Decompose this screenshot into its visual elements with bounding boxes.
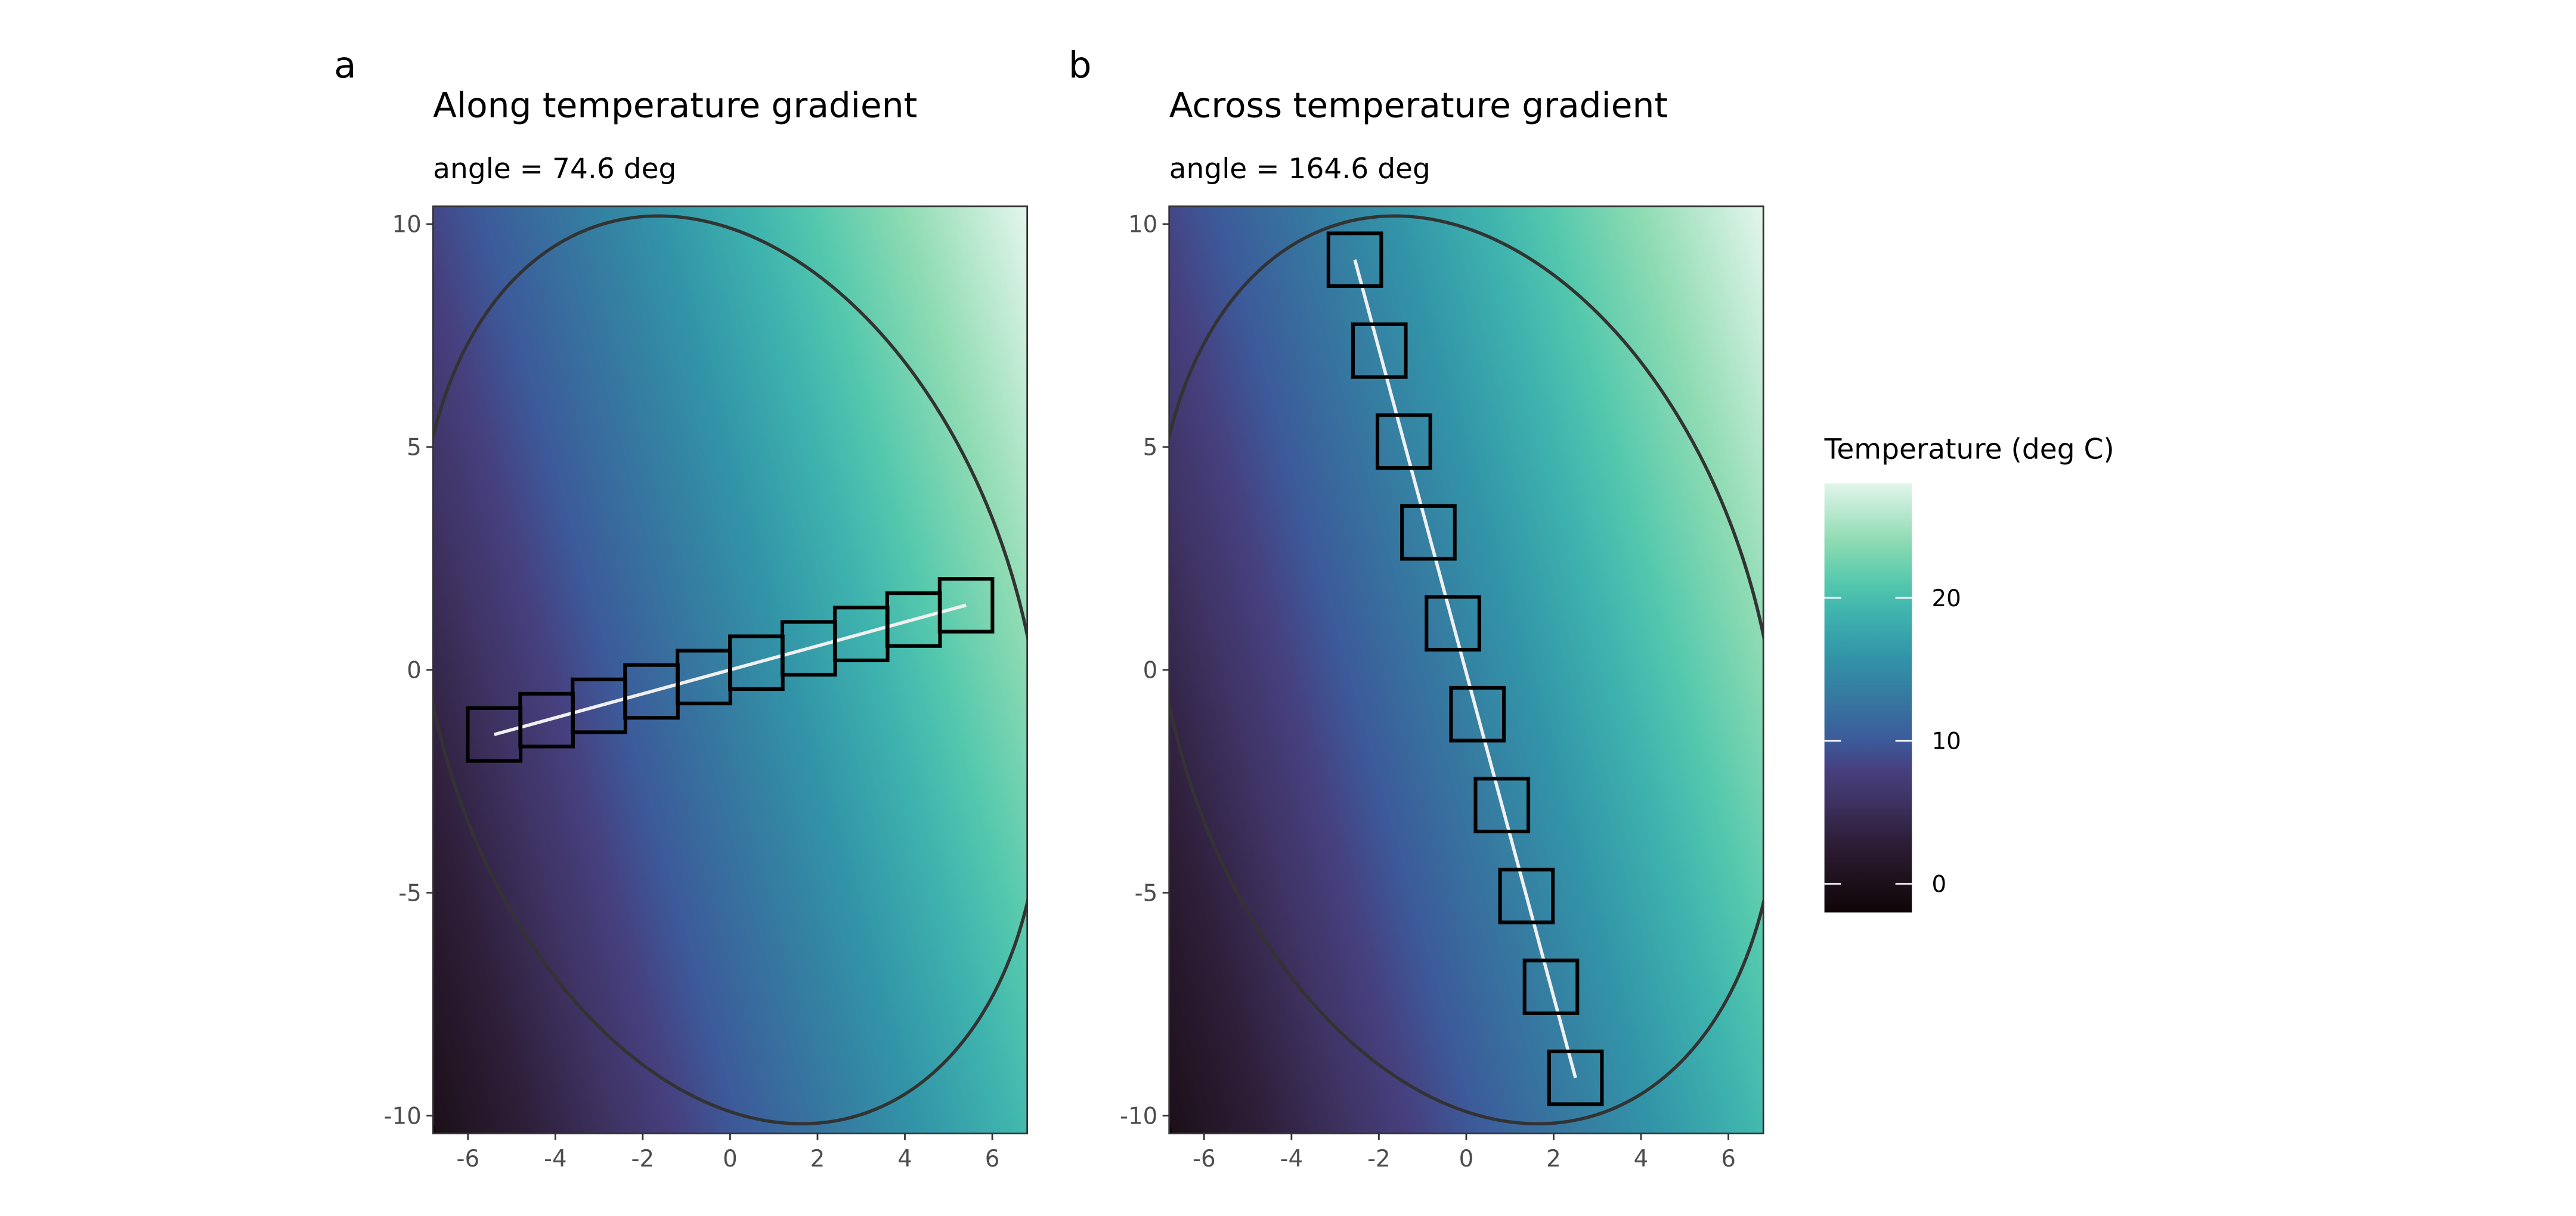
panel-a: a Along temperature gradient angle = 74.… (334, 44, 1029, 1172)
x-tick-label: 2 (810, 1146, 825, 1172)
panel-title: Along temperature gradient (433, 85, 917, 126)
plot-area (1169, 214, 1764, 1126)
x-tick-label: 0 (723, 1146, 738, 1172)
y-tick-label: -10 (1120, 1103, 1157, 1130)
x-tick-label: 0 (1459, 1146, 1474, 1172)
y-tick-label: 10 (1128, 212, 1157, 238)
transect-line (1353, 259, 1577, 1078)
y-tick-label: 5 (407, 435, 422, 461)
sampling-ellipse (433, 214, 1027, 1126)
panel-tag: a (334, 44, 356, 86)
sample-box (1498, 867, 1555, 925)
x-tick-label: -6 (456, 1146, 479, 1172)
sample-box (1326, 231, 1383, 289)
x-tick-label: -4 (1280, 1146, 1304, 1172)
y-tick-label: 5 (1143, 435, 1158, 461)
colorbar-legend: Temperature (deg C) 0 10 20 (1824, 433, 2114, 913)
sample-box (1375, 413, 1432, 470)
panel-subtitle: angle = 164.6 deg (1169, 153, 1431, 185)
x-tick-label: -4 (544, 1146, 567, 1172)
panel-b: b Across temperature gradient angle = 16… (1069, 44, 1764, 1172)
sample-box (1400, 504, 1457, 561)
sample-box (937, 577, 995, 634)
panel-tag: b (1069, 44, 1092, 86)
sample-box (1547, 1049, 1604, 1106)
x-tick-label: -2 (1367, 1146, 1391, 1172)
colorbar-tick-label: 10 (1932, 728, 1961, 755)
sample-box (1449, 685, 1506, 743)
panel-title: Across temperature gradient (1169, 85, 1668, 126)
y-tick-label: 0 (407, 657, 422, 684)
colorbar-tick-label: 20 (1932, 585, 1961, 612)
legend-title: Temperature (deg C) (1824, 433, 2114, 466)
y-tick-label: -10 (384, 1103, 422, 1130)
y-tick-label: -5 (398, 880, 422, 907)
y-tick-label: 0 (1143, 657, 1158, 684)
sampling-ellipse (1169, 214, 1764, 1126)
y-tick-label: -5 (1135, 880, 1158, 907)
x-tick-label: 6 (985, 1146, 1000, 1172)
plot-area (433, 214, 1027, 1126)
sample-box (1522, 958, 1580, 1015)
sample-box (1351, 322, 1408, 379)
x-tick-label: 2 (1546, 1146, 1561, 1172)
sample-box (1473, 777, 1531, 833)
y-tick-label: 10 (392, 212, 421, 238)
sample-box (1425, 595, 1481, 652)
panel-subtitle: angle = 74.6 deg (433, 153, 676, 185)
colorbar (1824, 483, 1912, 913)
x-tick-label: 4 (1634, 1146, 1649, 1172)
x-tick-label: 4 (897, 1146, 912, 1172)
x-tick-label: -2 (631, 1146, 655, 1172)
x-tick-label: 6 (1721, 1146, 1736, 1172)
x-tick-label: -6 (1193, 1146, 1216, 1172)
colorbar-tick-label: 0 (1932, 871, 1947, 898)
